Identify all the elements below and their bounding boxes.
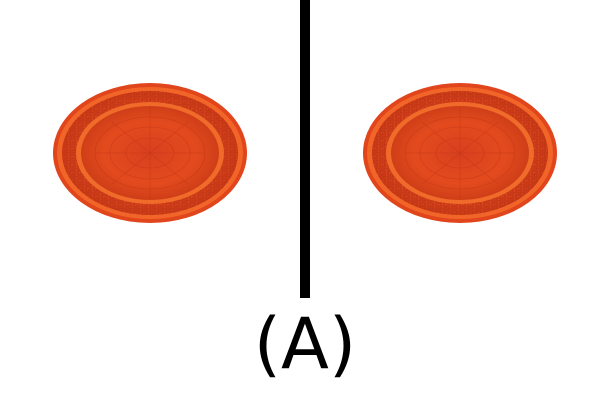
orange-plate-icon — [363, 83, 557, 223]
vertical-divider — [300, 0, 310, 298]
right-plate-image — [362, 82, 558, 224]
option-label: (A) — [253, 303, 357, 385]
left-plate-image — [52, 82, 248, 224]
orange-plate-icon — [53, 83, 247, 223]
